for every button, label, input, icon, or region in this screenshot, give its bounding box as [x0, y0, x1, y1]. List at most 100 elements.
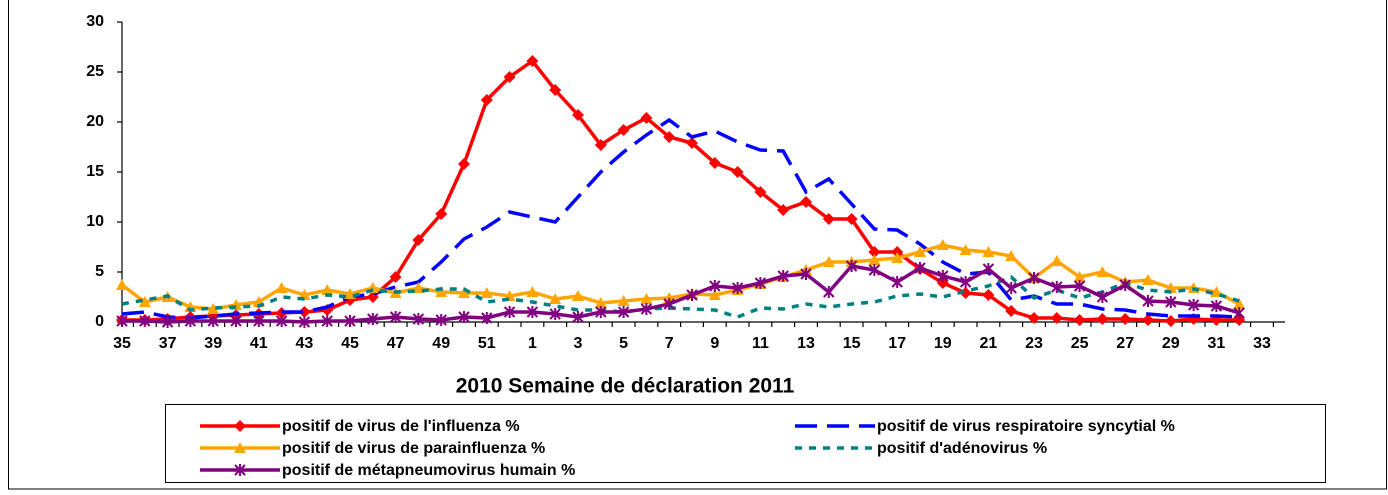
marker — [1050, 255, 1063, 266]
x-tick-label: 9 — [710, 335, 719, 352]
marker — [572, 109, 584, 121]
marker — [1005, 250, 1018, 261]
marker — [1142, 295, 1154, 307]
marker — [709, 280, 721, 292]
marker — [617, 124, 630, 136]
marker — [1028, 272, 1040, 284]
marker — [503, 71, 516, 83]
marker — [412, 234, 425, 246]
marker — [731, 282, 744, 294]
y-tick-label: 30 — [86, 13, 104, 30]
x-tick-label: 13 — [797, 335, 815, 352]
marker — [549, 84, 562, 96]
marker — [868, 254, 881, 265]
x-tick-label: 19 — [934, 335, 952, 352]
marker — [1119, 279, 1131, 291]
marker — [1051, 281, 1063, 293]
x-tick-label: 3 — [574, 335, 583, 352]
y-tick-label: 25 — [86, 63, 104, 80]
marker — [161, 316, 174, 328]
marker — [595, 306, 607, 318]
marker — [1050, 312, 1063, 324]
marker — [321, 315, 333, 327]
marker — [686, 137, 698, 149]
marker — [1233, 307, 1245, 319]
marker — [207, 303, 220, 314]
x-tick-label: 31 — [1208, 335, 1226, 352]
marker — [344, 315, 356, 327]
marker — [754, 186, 767, 198]
marker — [234, 464, 246, 476]
marker — [1028, 312, 1040, 324]
legend-label: positif de virus de parainfluenza % — [282, 440, 545, 457]
marker — [663, 298, 675, 310]
marker — [823, 286, 835, 298]
marker — [298, 316, 311, 328]
x-tick-label: 11 — [752, 335, 769, 352]
marker — [640, 303, 653, 315]
legend-label: positif de virus de l'influenza % — [282, 418, 520, 435]
marker — [435, 208, 448, 220]
marker — [389, 311, 402, 323]
legend-label: positif de métapneumovirus humain % — [282, 462, 575, 479]
x-tick-label: 5 — [619, 335, 628, 352]
marker — [594, 139, 607, 151]
marker — [708, 157, 721, 169]
marker — [891, 276, 903, 288]
marker — [777, 270, 789, 282]
marker — [458, 158, 470, 170]
marker — [1210, 286, 1223, 297]
marker — [1165, 296, 1177, 308]
marker — [959, 244, 972, 255]
marker — [640, 112, 653, 124]
marker — [230, 315, 242, 327]
marker — [435, 314, 447, 326]
x-tick-label: 33 — [1253, 335, 1271, 352]
x-tick-label: 45 — [341, 335, 359, 352]
marker — [275, 282, 288, 293]
x-tick-label: 21 — [980, 335, 998, 352]
x-tick-label: 1 — [528, 335, 537, 352]
marker — [1073, 314, 1086, 326]
marker — [708, 289, 721, 300]
marker — [1142, 274, 1154, 285]
marker — [480, 287, 493, 298]
marker — [184, 315, 197, 327]
legend-label: positif de virus respiratoire syncytial … — [877, 418, 1175, 435]
series-line — [121, 117, 1240, 320]
marker — [412, 282, 425, 293]
marker — [822, 213, 835, 225]
y-tick-label: 20 — [86, 113, 104, 130]
legend-label: positif d'adénovirus % — [877, 440, 1047, 457]
marker — [298, 306, 311, 318]
marker — [367, 313, 379, 325]
x-tick-label: 15 — [843, 335, 861, 352]
x-tick-label: 43 — [296, 335, 314, 352]
marker — [822, 256, 835, 267]
marker — [139, 315, 151, 327]
marker — [549, 293, 562, 304]
marker — [480, 94, 493, 106]
marker — [526, 55, 539, 67]
marker — [321, 284, 334, 295]
marker — [800, 196, 812, 208]
marker — [617, 295, 630, 306]
marker — [1096, 266, 1109, 277]
marker — [800, 268, 812, 280]
series-line — [122, 264, 1240, 324]
marker — [686, 289, 698, 301]
x-tick-label: 41 — [250, 335, 268, 352]
marker — [1164, 315, 1177, 327]
marker — [1233, 298, 1246, 309]
marker — [1005, 282, 1017, 294]
marker — [549, 308, 561, 320]
marker — [937, 270, 949, 282]
marker — [959, 276, 972, 288]
marker — [845, 213, 858, 225]
marker — [868, 246, 881, 258]
x-tick-label: 27 — [1116, 335, 1134, 352]
marker — [526, 306, 539, 318]
marker — [234, 442, 246, 453]
marker — [503, 306, 516, 318]
marker — [116, 315, 128, 327]
